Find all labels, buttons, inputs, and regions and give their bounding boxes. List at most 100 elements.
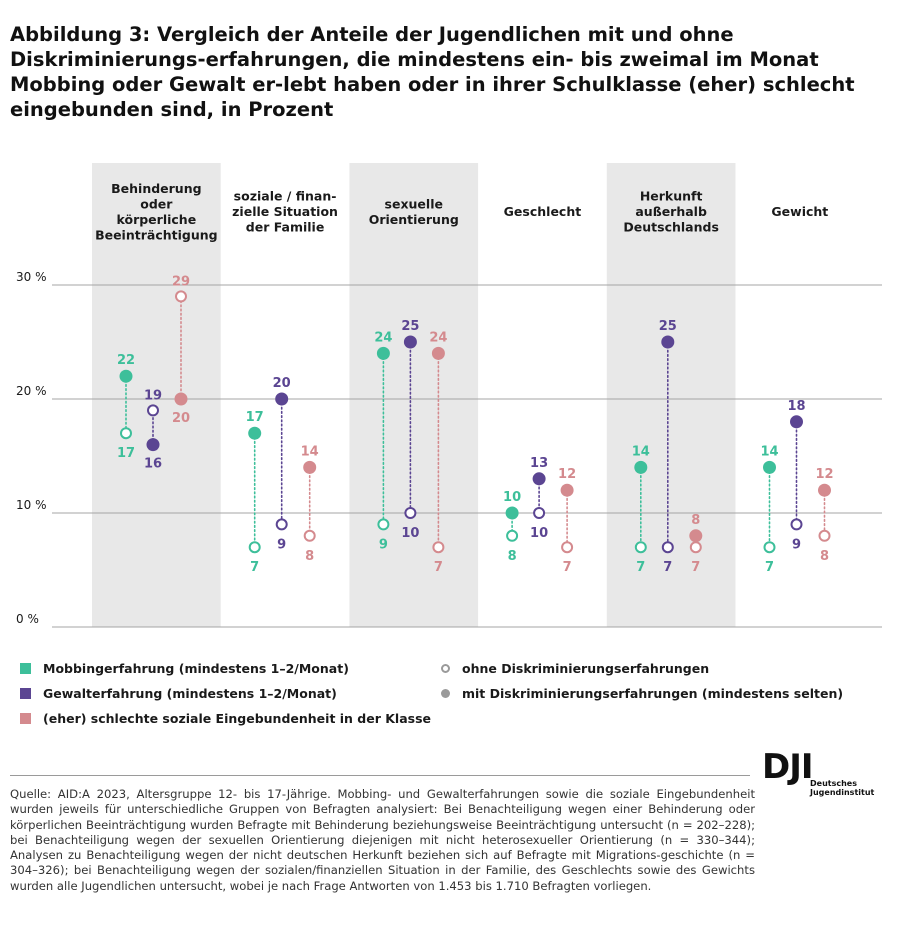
label-with-mob-4: 14 [632, 444, 650, 459]
point-with-gew-3 [532, 472, 546, 486]
label-without-gew-1: 9 [277, 537, 286, 552]
legend-label-mob: Mobbingerfahrung (mindestens 1–2/Monat) [43, 661, 349, 676]
label-with-mob-0: 22 [117, 353, 135, 368]
point-without-gew-4 [661, 541, 674, 554]
legend-swatch-gew [20, 688, 31, 699]
label-without-gew-0: 19 [144, 388, 162, 403]
source-note: Quelle: AID:A 2023, Altersgruppe 12- bis… [10, 787, 755, 893]
label-without-mob-4: 7 [636, 560, 645, 575]
y-tick-label: 30 % [16, 270, 47, 284]
legend-swatch-ein [20, 713, 31, 724]
group-band-2 [349, 163, 479, 627]
logo-line-2: Jugendinstitut [810, 788, 875, 797]
point-with-mob-0 [119, 369, 133, 383]
label-without-mob-0: 17 [117, 446, 135, 461]
legend-label-ein: (eher) schlechte soziale Eingebundenheit… [43, 711, 432, 726]
group-label-0: Behinderung oder körperliche Beeinträchtigu… [95, 181, 218, 243]
label-with-ein-2: 24 [429, 330, 447, 345]
legend-item-ein: (eher) schlechte soziale Eingebundenheit… [20, 706, 431, 731]
label-without-mob-3: 8 [508, 549, 517, 564]
point-without-ein-5 [818, 529, 831, 542]
group-label-4: Herkunft außerhalb Deutschlands [623, 189, 718, 235]
point-with-gew-4 [661, 335, 675, 349]
group-label-2: sexuelle Orientierung [369, 196, 459, 227]
group-labels: Behinderung oder körperliche Beeinträchtigu… [95, 181, 828, 243]
label-without-gew-2: 10 [401, 526, 419, 541]
gridlines [52, 284, 882, 628]
point-with-mob-3 [505, 506, 519, 520]
point-with-mob-4 [634, 460, 648, 474]
point-without-ein-2 [432, 541, 445, 554]
point-with-gew-2 [403, 335, 417, 349]
point-with-ein-2 [431, 346, 445, 360]
point-without-ein-3 [561, 541, 574, 554]
logo-mark: DJI [762, 747, 814, 787]
filled-circle-icon [441, 689, 450, 698]
label-with-ein-0: 20 [172, 411, 190, 426]
label-with-ein-3: 12 [558, 467, 576, 482]
point-with-ein-1 [303, 460, 317, 474]
legend-item-mob: Mobbingerfahrung (mindestens 1–2/Monat) [20, 656, 431, 681]
label-with-mob-1: 17 [246, 410, 264, 425]
label-without-mob-2: 9 [379, 537, 388, 552]
label-without-gew-3: 10 [530, 526, 548, 541]
point-without-mob-3 [506, 529, 519, 542]
label-without-ein-4: 7 [691, 560, 700, 575]
legend-label-without: ohne Diskriminierungserfahrungen [462, 661, 710, 676]
group-band-0 [92, 163, 221, 627]
label-with-ein-4: 8 [691, 513, 700, 528]
legend-label-gew: Gewalterfahrung (mindestens 1–2/Monat) [43, 686, 337, 701]
point-with-ein-5 [818, 483, 831, 497]
point-without-mob-4 [634, 541, 647, 554]
y-tick-label: 0 % [16, 612, 39, 626]
label-without-mob-5: 7 [765, 560, 774, 575]
y-tick-label: 10 % [16, 498, 47, 512]
figure-title: Abbildung 3: Vergleich der Anteile der J… [10, 23, 855, 121]
point-with-gew-1 [275, 392, 289, 406]
label-without-ein-2: 7 [434, 560, 443, 575]
legend-item-without: ohne Diskriminierungserfahrungen [441, 656, 843, 681]
label-without-mob-1: 7 [250, 560, 259, 575]
label-with-gew-2: 25 [401, 319, 419, 334]
label-without-ein-3: 7 [563, 560, 572, 575]
point-with-mob-1 [248, 426, 262, 440]
legend-series: Mobbingerfahrung (mindestens 1–2/Monat) … [20, 656, 431, 731]
logo-line-1: Deutsches [810, 779, 857, 788]
label-with-mob-5: 14 [760, 444, 778, 459]
legend-swatch-mob [20, 663, 31, 674]
point-without-mob-0 [120, 427, 132, 440]
point-without-gew-1 [275, 518, 288, 531]
legend-item-gew: Gewalterfahrung (mindestens 1–2/Monat) [20, 681, 431, 706]
point-without-mob-2 [377, 518, 390, 531]
logo-wordmark: Deutsches Jugendinstitut [810, 779, 874, 797]
label-without-ein-5: 8 [820, 549, 829, 564]
label-with-ein-1: 14 [301, 444, 319, 459]
point-with-gew-5 [790, 415, 803, 429]
label-with-gew-0: 16 [144, 457, 162, 472]
group-bands [92, 163, 736, 627]
label-with-gew-3: 13 [530, 456, 548, 471]
point-without-mob-5 [763, 541, 776, 554]
hollow-circle-icon [441, 664, 450, 673]
legend-item-with: mit Diskriminierungserfahrungen (mindest… [441, 681, 843, 706]
label-with-mob-3: 10 [503, 490, 521, 505]
point-without-gew-0 [147, 404, 159, 417]
legend-markers: ohne Diskriminierungserfahrungen mit Dis… [441, 656, 843, 706]
point-without-gew-3 [533, 507, 546, 519]
y-tick-label: 20 % [16, 384, 47, 398]
point-with-ein-4 [689, 529, 703, 543]
group-label-3: Geschlecht [504, 204, 582, 219]
legend-label-with: mit Diskriminierungserfahrungen (mindest… [462, 686, 844, 701]
label-with-mob-2: 24 [374, 330, 392, 345]
point-without-mob-1 [248, 541, 261, 554]
point-without-ein-0 [175, 290, 187, 303]
point-with-ein-0 [174, 392, 188, 406]
label-without-gew-4: 7 [663, 560, 672, 575]
label-with-ein-5: 12 [815, 467, 833, 482]
point-with-mob-5 [763, 460, 776, 474]
point-with-ein-3 [560, 483, 574, 497]
point-with-gew-0 [146, 438, 160, 452]
label-without-gew-5: 9 [792, 537, 801, 552]
group-label-5: Gewicht [771, 204, 828, 219]
data-marks: 22 17 16 19 20 29 17 7 20 9 14 8 24 9 25 10 24 7 10 8 13 10 12… [117, 274, 834, 575]
